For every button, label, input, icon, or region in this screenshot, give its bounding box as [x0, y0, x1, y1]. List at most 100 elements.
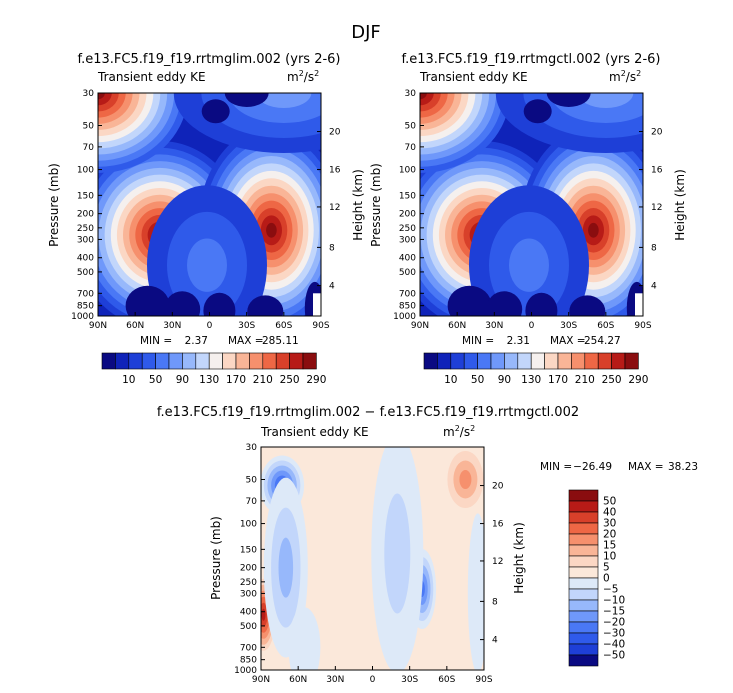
colorbar-label: 0 [603, 573, 610, 585]
pressure-tick-label: 400 [240, 608, 257, 618]
pressure-tick-label: 200 [77, 210, 94, 220]
colorbar-swatch [597, 352, 612, 370]
pressure-tick-label: 500 [240, 622, 257, 632]
pressure-tick-label: 150 [77, 191, 94, 201]
max-label: MAX = [628, 461, 664, 473]
colorbar-swatch [568, 621, 599, 634]
colorbar-label: 50 [149, 374, 162, 386]
lat-tick-label: 0 [529, 321, 535, 331]
colorbar-swatch [450, 352, 465, 370]
colorbar-swatch [222, 352, 237, 370]
colorbar-swatch [249, 352, 264, 370]
colorbar-label: −40 [603, 639, 625, 651]
sh-stratosphere-positive-level-4 [459, 470, 472, 489]
height-tick-label: 16 [329, 166, 341, 176]
colorbar-swatch [504, 352, 519, 370]
nh-stratosphere-blob-level-13 [420, 93, 427, 100]
colorbar-label: 15 [603, 540, 616, 552]
y-axis-label: Pressure (mb) [369, 163, 383, 247]
colorbar-swatch [115, 352, 130, 370]
colorbar-swatch [568, 511, 599, 524]
figure-title: DJF [351, 22, 381, 43]
nh-polar-positive-level-7 [261, 608, 266, 621]
y-axis-label: Pressure (mb) [209, 516, 223, 600]
tropics-blob-level-3 [187, 238, 227, 292]
variable-label: Transient eddy KE [419, 70, 528, 84]
colorbar-swatch [517, 352, 532, 370]
stats-line: MIN = −26.49 MAX = 38.23 [540, 461, 698, 473]
colorbar-swatch [568, 500, 599, 513]
pressure-tick-label: 250 [399, 224, 416, 234]
colorbar-label: 250 [602, 374, 622, 386]
colorbar-swatch [568, 632, 599, 645]
pressure-tick-label: 850 [77, 302, 94, 312]
lat-tick-label: 90S [634, 321, 651, 331]
pressure-tick-label: 100 [240, 520, 257, 530]
colorbar-label: 170 [548, 374, 568, 386]
height-tick-label: 16 [492, 520, 504, 530]
lat-tick-label: 90N [252, 675, 270, 685]
colorbar-swatch [568, 654, 599, 667]
pressure-tick-label: 400 [77, 254, 94, 264]
y2-axis-label: Height (km) [351, 169, 365, 240]
colorbar-swatch [624, 352, 639, 370]
colorbar-label: 130 [199, 374, 219, 386]
pressure-tick-label: 700 [240, 643, 257, 653]
panel-title: f.e13.FC5.f19_f19.rrtmgctl.002 (yrs 2-6) [402, 52, 661, 67]
pressure-tick-label: 200 [399, 210, 416, 220]
low-value-patch [523, 99, 552, 124]
pressure-tick-label: 250 [240, 578, 257, 588]
max-value: 38.23 [668, 461, 698, 473]
colorbar: 10 50 90 130 170 210 250 290 [101, 352, 326, 386]
colorbar-swatch [168, 352, 183, 370]
contour-field [420, 93, 643, 316]
stats-line: MIN = 2.37 MAX = 285.11 [140, 335, 299, 347]
units-label: m2/s2 [443, 424, 475, 439]
pressure-tick-label: 50 [246, 476, 258, 486]
colorbar-label: 10 [603, 551, 616, 563]
colorbar-swatch [155, 352, 170, 370]
pressure-tick-label: 30 [405, 89, 417, 99]
pressure-tick-label: 50 [405, 122, 417, 132]
height-tick-label: 20 [492, 482, 504, 492]
colorbar-swatch [437, 352, 452, 370]
colorbar-label: 5 [603, 562, 610, 574]
colorbar-swatch [235, 352, 250, 370]
lat-tick-label: 60N [289, 675, 307, 685]
colorbar-swatch [568, 588, 599, 601]
lat-tick-label: 60N [448, 321, 466, 331]
lat-tick-label: 60S [438, 675, 455, 685]
pressure-tick-label: 1000 [71, 312, 94, 322]
sh-tropics-negative-level-2 [384, 493, 411, 614]
height-tick-label: 8 [651, 243, 657, 253]
lat-tick-label: 30S [560, 321, 577, 331]
colorbar-swatch [568, 577, 599, 590]
contour-field [98, 93, 321, 316]
pressure-tick-label: 70 [246, 497, 258, 507]
variable-label: Transient eddy KE [97, 70, 206, 84]
pressure-tick-label: 70 [83, 143, 95, 153]
low-value-patch [164, 291, 201, 316]
colorbar-swatch [302, 352, 317, 370]
colorbar-label: −50 [603, 650, 625, 662]
max-value: 285.11 [262, 335, 299, 347]
pressure-tick-label: 100 [399, 166, 416, 176]
y-axis-label: Pressure (mb) [47, 163, 61, 247]
pressure-tick-label: 300 [240, 589, 257, 599]
colorbar-label: 30 [603, 518, 616, 530]
colorbar-label: 130 [521, 374, 541, 386]
missing-data-region [313, 293, 321, 316]
colorbar-label: −20 [603, 617, 625, 629]
low-value-patch [224, 93, 269, 107]
pressure-tick-label: 850 [240, 656, 257, 666]
colorbar-swatch [568, 544, 599, 557]
colorbar-swatch [101, 352, 116, 370]
tropics-blob-level-3 [509, 238, 549, 292]
stats-line: MIN = 2.31 MAX = 254.27 [462, 335, 621, 347]
lat-tick-label: 30S [238, 321, 255, 331]
colorbar-swatch [584, 352, 599, 370]
height-tick-label: 12 [329, 203, 340, 213]
pressure-tick-label: 700 [399, 289, 416, 299]
colorbar-swatch [490, 352, 505, 370]
pressure-tick-label: 500 [77, 268, 94, 278]
